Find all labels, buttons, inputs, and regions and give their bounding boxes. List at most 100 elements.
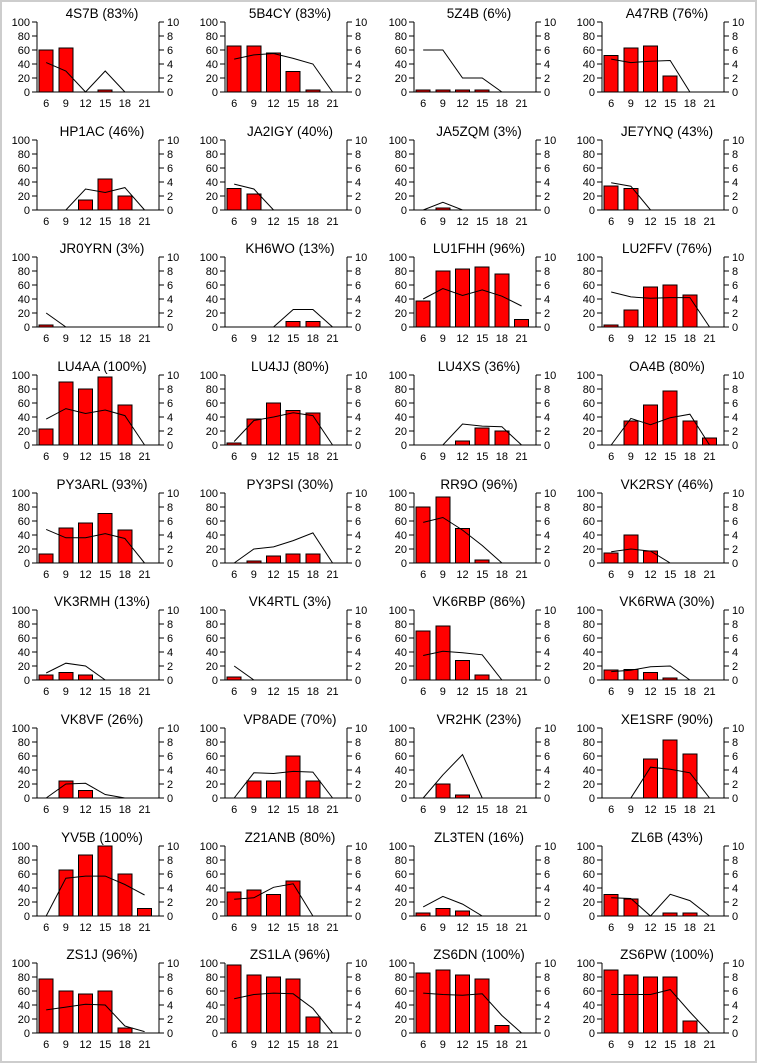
right-tick-label: 0: [167, 87, 173, 99]
x-tick-label: 12: [644, 922, 656, 934]
x-tick-label: 6: [231, 216, 237, 228]
x-tick-label: 9: [251, 922, 257, 934]
bars-group: [226, 187, 262, 211]
snr-line: [234, 412, 334, 446]
availability-bar: [266, 52, 282, 93]
x-tick-label: 15: [664, 216, 676, 228]
right-tick-label: 2: [167, 1014, 173, 1026]
right-tick-label: 4: [355, 412, 361, 424]
availability-bar: [305, 412, 321, 446]
availability-bar: [38, 674, 54, 681]
x-tick-label: 12: [644, 451, 656, 463]
x-tick-label: 6: [608, 569, 614, 581]
left-tick-label: 60: [206, 633, 218, 645]
x-tick-label: 6: [420, 686, 426, 698]
left-tick-label: 0: [24, 440, 30, 452]
right-tick-label: 0: [355, 322, 361, 334]
availability-bar: [493, 430, 509, 446]
left-tick-label: 40: [394, 530, 406, 542]
beacon-chart-cell: PY3PSI (30%) 0 20 40 60 80 100 0 2 4 6 8 10 6 9 12 15 18 2…: [190, 473, 378, 591]
left-tick-label: 100: [388, 488, 406, 500]
left-tick-label: 40: [394, 177, 406, 189]
right-tick-label: 2: [732, 426, 738, 438]
right-tick-label: 8: [732, 737, 738, 749]
left-tick-label: 100: [200, 135, 218, 147]
snr-line: [610, 665, 710, 681]
x-tick-label: 9: [628, 922, 634, 934]
right-tick-label: 4: [355, 294, 361, 306]
x-tick-label: 12: [644, 569, 656, 581]
left-tick-label: 80: [206, 972, 218, 984]
x-tick-label: 21: [138, 569, 150, 581]
availability-bar: [603, 55, 619, 93]
availability-bar: [474, 559, 490, 564]
snr-line: [45, 663, 145, 681]
right-tick-label: 2: [544, 426, 550, 438]
right-tick-label: 8: [167, 266, 173, 278]
snr-line: [610, 989, 710, 1034]
x-tick-label: 21: [327, 569, 339, 581]
left-tick-label: 20: [394, 661, 406, 673]
right-tick-label: 6: [167, 280, 173, 292]
x-tick-label: 6: [608, 451, 614, 463]
x-tick-label: 12: [644, 216, 656, 228]
right-tick-label: 2: [544, 544, 550, 556]
beacon-chart-cell: ZL3TEN (16%) 0 20 40 60 80 100 0 2 4 6 8 10 6 9 12 15 18 2…: [379, 826, 567, 944]
right-tick-label: 0: [167, 558, 173, 570]
availability-bar: [246, 780, 262, 799]
x-tick-label: 6: [608, 98, 614, 110]
right-tick-label: 8: [167, 737, 173, 749]
availability-bar: [58, 381, 74, 446]
right-tick-label: 10: [732, 252, 744, 264]
right-tick-label: 10: [167, 488, 179, 500]
right-tick-label: 4: [544, 177, 550, 189]
availability-bar: [285, 880, 301, 917]
beacon-chart: RR9O (96%) 0 20 40 60 80 100 0 2 4 6 8 10 6 9 12 15 18 21: [388, 477, 556, 581]
right-tick-label: 2: [355, 191, 361, 203]
left-tick-label: 20: [583, 544, 595, 556]
left-tick-label: 100: [576, 488, 594, 500]
availability-bar: [78, 199, 94, 211]
right-tick-label: 4: [167, 530, 173, 542]
right-tick-label: 8: [355, 737, 361, 749]
x-tick-label: 6: [608, 1039, 614, 1051]
availability-bar: [117, 873, 133, 917]
x-tick-label: 21: [327, 216, 339, 228]
availability-bar: [434, 625, 450, 681]
left-tick-label: 40: [394, 647, 406, 659]
beacon-chart: VK4RTL (3%) 0 20 40 60 80 100 0 2 4 6 8 10 6 9 12 15 18 21: [200, 594, 368, 698]
right-tick-label: 10: [355, 841, 367, 853]
availability-bar: [226, 677, 242, 681]
chart-title: YV5B (100%): [61, 830, 143, 845]
availability-bar: [97, 512, 113, 564]
left-tick-label: 80: [583, 31, 595, 43]
right-tick-label: 0: [355, 440, 361, 452]
x-tick-label: 9: [251, 804, 257, 816]
chart-title: LU4XS (36%): [437, 359, 520, 374]
x-tick-label: 12: [79, 451, 91, 463]
beacon-chart-cell: 4S7B (83%) 0 20 40 60 80 100 0 2 4 6 8 10 6 9 12 15 18 21: [2, 2, 190, 120]
left-tick-label: 80: [583, 972, 595, 984]
left-tick-label: 20: [206, 308, 218, 320]
right-tick-label: 2: [544, 779, 550, 791]
bars-group: [415, 907, 470, 917]
x-tick-label: 15: [287, 216, 299, 228]
availability-bar: [58, 868, 74, 917]
right-tick-label: 4: [355, 883, 361, 895]
beacon-chart: VK8VF (26%) 0 20 40 60 80 100 0 2 4 6 8 10 6 9 12 15 18 21: [12, 712, 180, 816]
beacon-chart-cell: VP8ADE (70%) 0 20 40 60 80 100 0 2 4 6 8 10 6 9 12 15 18 2…: [190, 708, 378, 826]
left-tick-label: 80: [18, 502, 30, 514]
x-tick-label: 9: [439, 686, 445, 698]
snr-line: [422, 753, 522, 799]
availability-bar: [454, 89, 470, 93]
x-tick-label: 18: [684, 569, 696, 581]
right-tick-label: 4: [544, 530, 550, 542]
right-tick-label: 4: [732, 647, 738, 659]
left-tick-label: 60: [206, 163, 218, 175]
beacon-chart: LU4XS (36%) 0 20 40 60 80 100 0 2 4 6 8 10 6 9 12 15 18 21: [388, 359, 556, 463]
chart-title: VK4RTL (3%): [249, 594, 332, 609]
x-tick-label: 21: [327, 686, 339, 698]
left-tick-label: 40: [583, 177, 595, 189]
x-tick-label: 15: [99, 333, 111, 345]
x-tick-label: 21: [703, 569, 715, 581]
